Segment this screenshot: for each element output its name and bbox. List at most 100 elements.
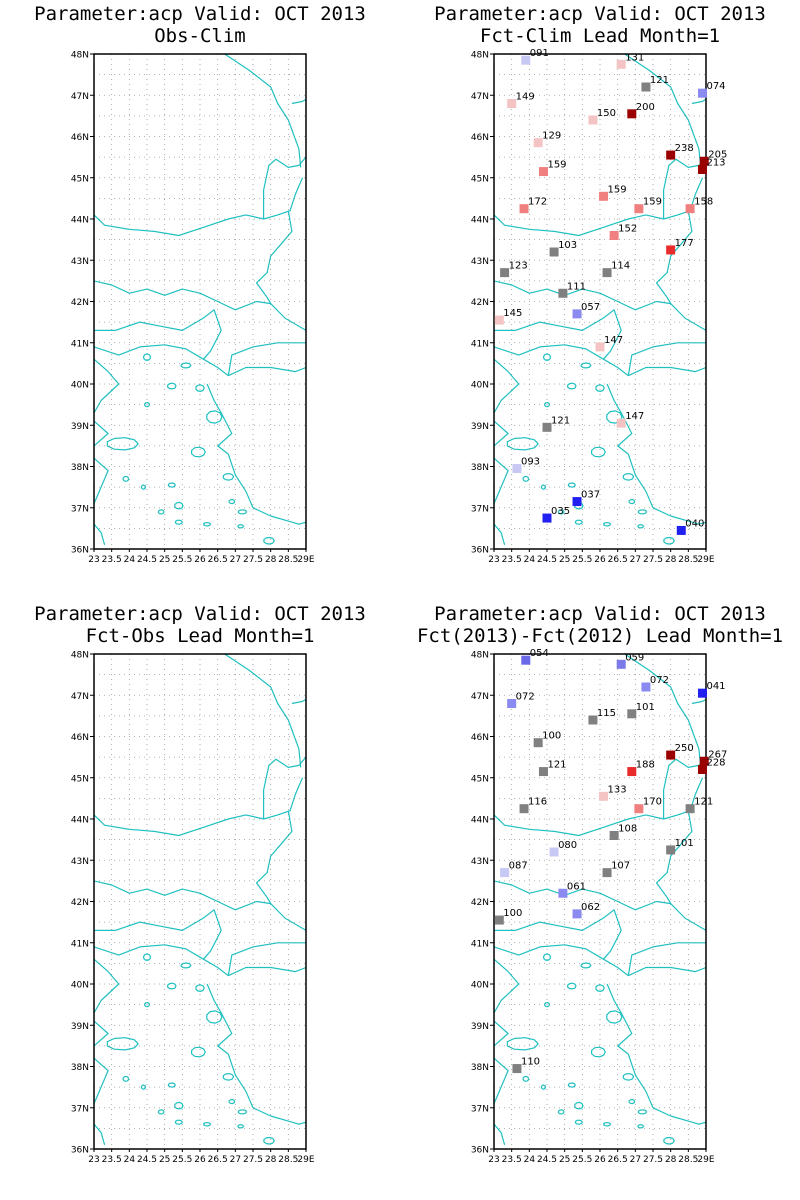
island-outline [522,1075,530,1082]
island-outline [237,509,248,515]
station-marker [602,868,612,878]
station-marker [507,99,517,108]
coastline [494,280,671,311]
island-outline [140,1084,147,1090]
island-outline [567,482,576,488]
island-outline [174,501,184,510]
coastline [94,457,109,504]
coastline [255,210,293,304]
station-marker [666,845,676,855]
island-outline [180,362,192,369]
coastline [94,880,271,911]
lon-tick-label: 23.5 [102,555,122,565]
island-outline [195,384,205,392]
island-outline [557,1109,565,1115]
island-outline [206,410,223,424]
island-outline [191,1046,206,1058]
panel-title-line2: Fct-Obs Lead Month=1 [85,625,315,647]
island-outline [167,982,177,990]
island-outline [540,1084,547,1090]
lon-tick-label: 29E [697,555,714,565]
station-value-label: 115 [597,708,616,719]
island-outline [106,1037,139,1051]
station-value-label: 074 [706,81,725,92]
coastline [206,383,306,525]
station-value-label: 110 [521,1057,540,1068]
station-value-label: 121 [547,760,566,771]
island-outline [222,473,235,481]
island-outline [574,519,583,525]
station-marker [697,88,707,98]
coastline [94,344,229,377]
station-marker [616,659,626,669]
lat-tick-label: 38N [471,463,489,473]
station-marker [588,115,598,125]
map-fct-diff: 36N 37N 38N 39N 40N 41N 42N 43N 44N 45N 46N 47N 48N 2… [471,648,728,1165]
station-marker [599,791,609,801]
coastline [263,156,306,219]
coastline [494,814,664,837]
lat-tick-label: 37N [71,1104,89,1114]
map-fct-obs: 36N 37N 38N 39N 40N 41N 42N 43N 44N 45N 46N 47N 48N 2… [71,651,315,1166]
island-outline [637,1109,648,1115]
station-value-label: 123 [509,261,528,272]
lon-tick-label: 27 [630,555,641,565]
lon-tick-label: 23.5 [502,1155,522,1165]
lon-tick-label: 28 [665,555,677,565]
coastline [494,880,671,911]
lon-tick-label: 24.5 [137,555,157,565]
lat-tick-label: 37N [471,1104,489,1114]
coastline-layer [494,54,706,546]
lon-tick-label: 23 [488,1155,499,1165]
coastline [94,814,264,837]
island-outline [544,402,551,408]
station-value-label: 145 [503,308,522,319]
island-outline [540,484,547,490]
lat-tick-label: 37N [71,504,89,514]
map-grid [494,54,706,549]
station-value-label: 101 [675,838,694,849]
lon-tick-label: 27 [230,1155,241,1165]
island-outline [195,984,205,992]
coastline [494,214,664,237]
coastline [94,420,109,447]
coastline [263,777,304,820]
lon-tick-label: 28.5 [678,1155,698,1165]
lon-tick-label: 27.5 [643,555,663,565]
station-marker [542,513,552,523]
island-outline [595,384,605,392]
island-outline [140,484,147,490]
island-outline [663,536,675,545]
station-value-label: 114 [611,261,630,272]
coastline [494,309,622,360]
station-value-label: 059 [625,652,644,663]
island-outline [574,1119,583,1125]
panel-fct-diff: Parameter:acp Valid: OCT 2013 Fct(2013)-… [400,600,800,1200]
coastline [94,1057,109,1104]
island-outline [122,1075,130,1082]
island-outline [543,353,552,361]
lat-tick-label: 36N [71,546,89,556]
coastline [494,909,622,960]
coastline [494,1123,506,1146]
island-outline [157,509,165,515]
island-outline [167,382,177,390]
coastline [494,1020,509,1047]
island-outline [663,1136,675,1145]
station-value-label: 170 [643,797,662,808]
station-value-label: 103 [558,240,577,251]
coastline [206,983,306,1125]
station-value-label: 159 [643,197,662,208]
station-marker [697,765,707,774]
lon-tick-label: 24 [524,1155,536,1165]
island-outline [622,1073,635,1081]
station-marker [521,55,531,65]
lat-tick-label: 40N [471,981,489,991]
island-outline [557,509,565,515]
coastline [224,54,302,168]
coastline [228,366,306,377]
coastline [655,810,693,904]
coastline [627,942,706,976]
coastline [624,654,702,768]
lon-tick-label: 29E [297,1155,314,1165]
